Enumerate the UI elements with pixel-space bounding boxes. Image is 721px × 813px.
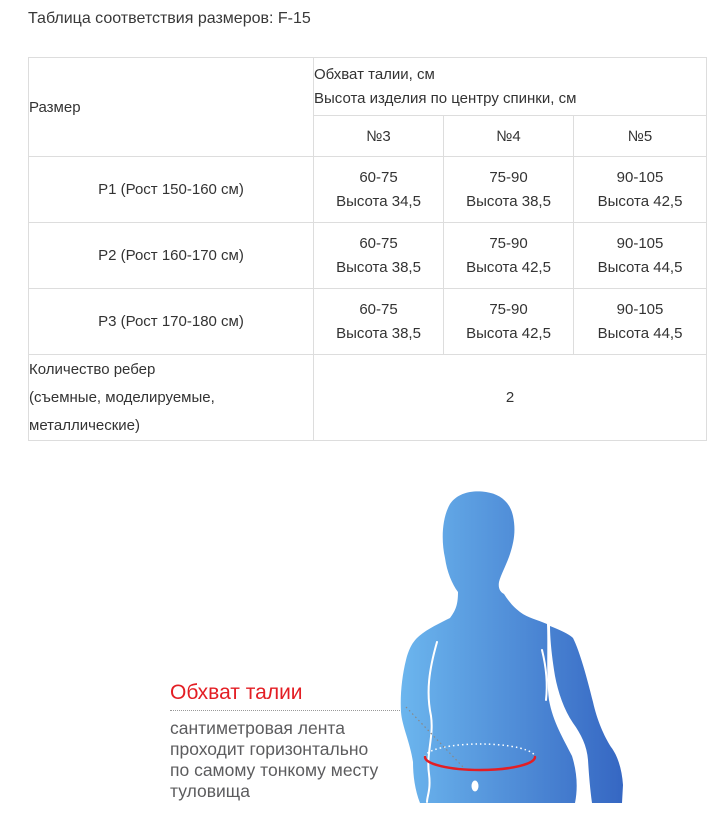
item-height: Высота 42,5 xyxy=(597,192,683,210)
item-height: Высота 38,5 xyxy=(336,258,421,276)
size-cell: 90-105 Высота 42,5 xyxy=(573,156,707,223)
item-height: Высота 44,5 xyxy=(597,258,683,276)
waist-range: 75-90 xyxy=(489,300,528,318)
size-cell: 60-75 Высота 34,5 xyxy=(313,156,444,223)
waist-range: 90-105 xyxy=(616,168,664,186)
measure-header-line1: Обхват талии, см xyxy=(314,65,435,83)
measure-header-line2: Высота изделия по центру спинки, см xyxy=(314,89,577,107)
size-table: Размер Обхват талии, см Высота изделия п… xyxy=(28,57,707,441)
row-label: Р1 (Рост 150-160 см) xyxy=(28,156,314,223)
table-header-row: Размер Обхват талии, см Высота изделия п… xyxy=(28,57,707,157)
row-label: Р3 (Рост 170-180 см) xyxy=(28,288,314,355)
waist-range: 90-105 xyxy=(616,300,664,318)
ribs-row-label: Количество ребер (съемные, моделируемые,… xyxy=(28,354,314,441)
ribs-label-line: Количество ребер xyxy=(29,360,156,378)
column-header-no5: №5 xyxy=(573,115,707,157)
waist-range: 75-90 xyxy=(489,168,528,186)
body-right-arm-shape xyxy=(550,626,623,803)
waist-range: 60-75 xyxy=(359,300,398,318)
waist-callout-description: сантиметровая лента проходит горизонталь… xyxy=(170,718,420,802)
table-row-ribs: Количество ребер (съемные, моделируемые,… xyxy=(28,354,707,441)
callout-line: по самому тонкому месту xyxy=(170,760,379,780)
measure-header-cell: Обхват талии, см Высота изделия по центр… xyxy=(313,57,707,116)
body-silhouette-illustration xyxy=(400,491,623,803)
size-cell: 75-90 Высота 38,5 xyxy=(443,156,574,223)
table-subheader-row: №3 №4 №5 xyxy=(29,115,707,157)
size-cell: 75-90 Высота 42,5 xyxy=(443,222,574,289)
size-column-header: Размер xyxy=(28,57,314,157)
size-cell: 90-105 Высота 44,5 xyxy=(573,288,707,355)
table-row-p3: Р3 (Рост 170-180 см) 60-75 Высота 38,5 7… xyxy=(28,288,707,355)
callout-line: туловища xyxy=(170,781,250,801)
waist-range: 75-90 xyxy=(489,234,528,252)
waist-range: 60-75 xyxy=(359,234,398,252)
column-header-no3: №3 xyxy=(313,115,444,157)
size-cell: 75-90 Высота 42,5 xyxy=(443,288,574,355)
navel-mark xyxy=(471,780,479,792)
item-height: Высота 38,5 xyxy=(466,192,551,210)
waist-measurement-illustration: Обхват талии сантиметровая лента проходи… xyxy=(0,480,721,813)
item-height: Высота 34,5 xyxy=(336,192,421,210)
item-height: Высота 44,5 xyxy=(597,324,683,342)
table-row-p2: Р2 (Рост 160-170 см) 60-75 Высота 38,5 7… xyxy=(28,222,707,289)
ribs-count-value: 2 xyxy=(313,354,707,441)
waist-callout: Обхват талии сантиметровая лента проходи… xyxy=(170,680,420,802)
waist-tape-back-dotted xyxy=(424,743,536,758)
item-height: Высота 42,5 xyxy=(466,258,551,276)
item-height: Высота 38,5 xyxy=(336,324,421,342)
arm-contour-line xyxy=(541,649,548,701)
waist-range: 90-105 xyxy=(616,234,664,252)
column-header-no4: №4 xyxy=(443,115,574,157)
waist-tape-front-red xyxy=(423,755,537,772)
item-height: Высота 42,5 xyxy=(466,324,551,342)
row-label: Р2 (Рост 160-170 см) xyxy=(28,222,314,289)
ribs-label-line: (съемные, моделируемые, xyxy=(29,388,215,406)
table-row-p1: Р1 (Рост 150-160 см) 60-75 Высота 34,5 7… xyxy=(28,156,707,223)
waist-callout-title: Обхват талии xyxy=(170,680,410,711)
callout-line: сантиметровая лента xyxy=(170,718,345,738)
body-torso-shape xyxy=(400,491,577,803)
waist-range: 60-75 xyxy=(359,168,398,186)
back-contour-line xyxy=(426,641,438,803)
callout-line: проходит горизонтально xyxy=(170,739,369,759)
page-title: Таблица соответствия размеров: F-15 xyxy=(28,10,311,27)
size-cell: 60-75 Высота 38,5 xyxy=(313,222,444,289)
ribs-label-line: металлические) xyxy=(29,416,141,434)
callout-leader-line xyxy=(405,706,464,768)
size-cell: 90-105 Высота 44,5 xyxy=(573,222,707,289)
size-cell: 60-75 Высота 38,5 xyxy=(313,288,444,355)
